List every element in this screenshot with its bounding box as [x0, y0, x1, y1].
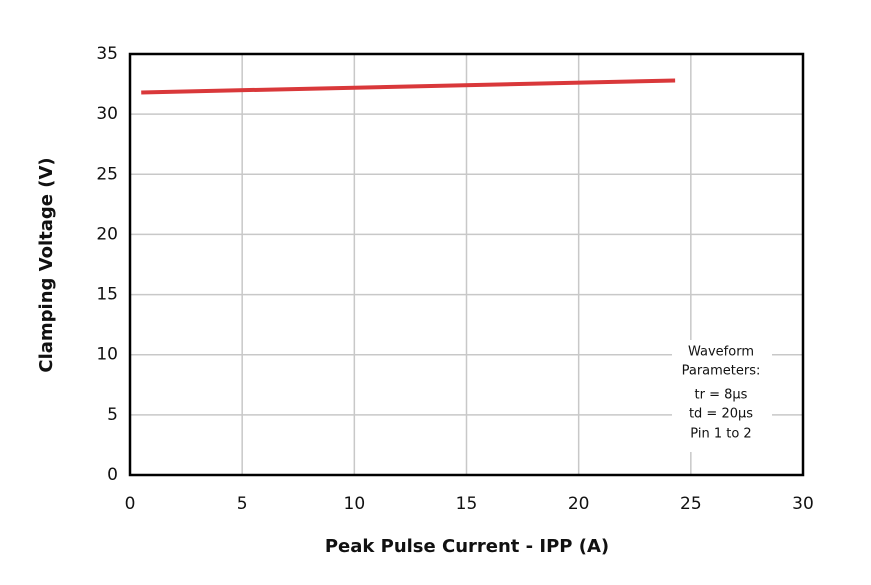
y-tick-label: 35	[96, 44, 118, 64]
annotation-box	[672, 340, 772, 452]
annotation: Waveform	[688, 345, 754, 360]
y-axis-label: Clamping Voltage (V)	[36, 157, 57, 372]
data-line	[141, 78, 676, 95]
y-tick-label: 10	[96, 345, 118, 365]
x-axis-label: Peak Pulse Current - IPP (A)	[325, 536, 609, 557]
y-tick-label: 20	[96, 224, 118, 244]
x-tick-label: 10	[344, 494, 366, 514]
x-tick-label: 30	[792, 494, 814, 514]
y-tick-label: 5	[107, 405, 118, 425]
y-tick-label: 0	[107, 465, 118, 485]
annotation: td = 20μs	[689, 407, 753, 422]
x-tick-label: 0	[125, 494, 136, 514]
y-tick-label: 25	[96, 164, 118, 184]
x-tick-label: 5	[237, 494, 248, 514]
y-tick-label: 30	[96, 104, 118, 124]
plot-frame	[128, 52, 805, 477]
annotation: Parameters:	[682, 364, 761, 379]
annotation: tr = 8μs	[695, 388, 748, 403]
x-tick-label: 25	[680, 494, 702, 514]
annotation: Pin 1 to 2	[690, 427, 751, 442]
x-tick-label: 20	[568, 494, 590, 514]
x-tick-label: 15	[456, 494, 478, 514]
y-tick-label: 15	[96, 285, 118, 305]
